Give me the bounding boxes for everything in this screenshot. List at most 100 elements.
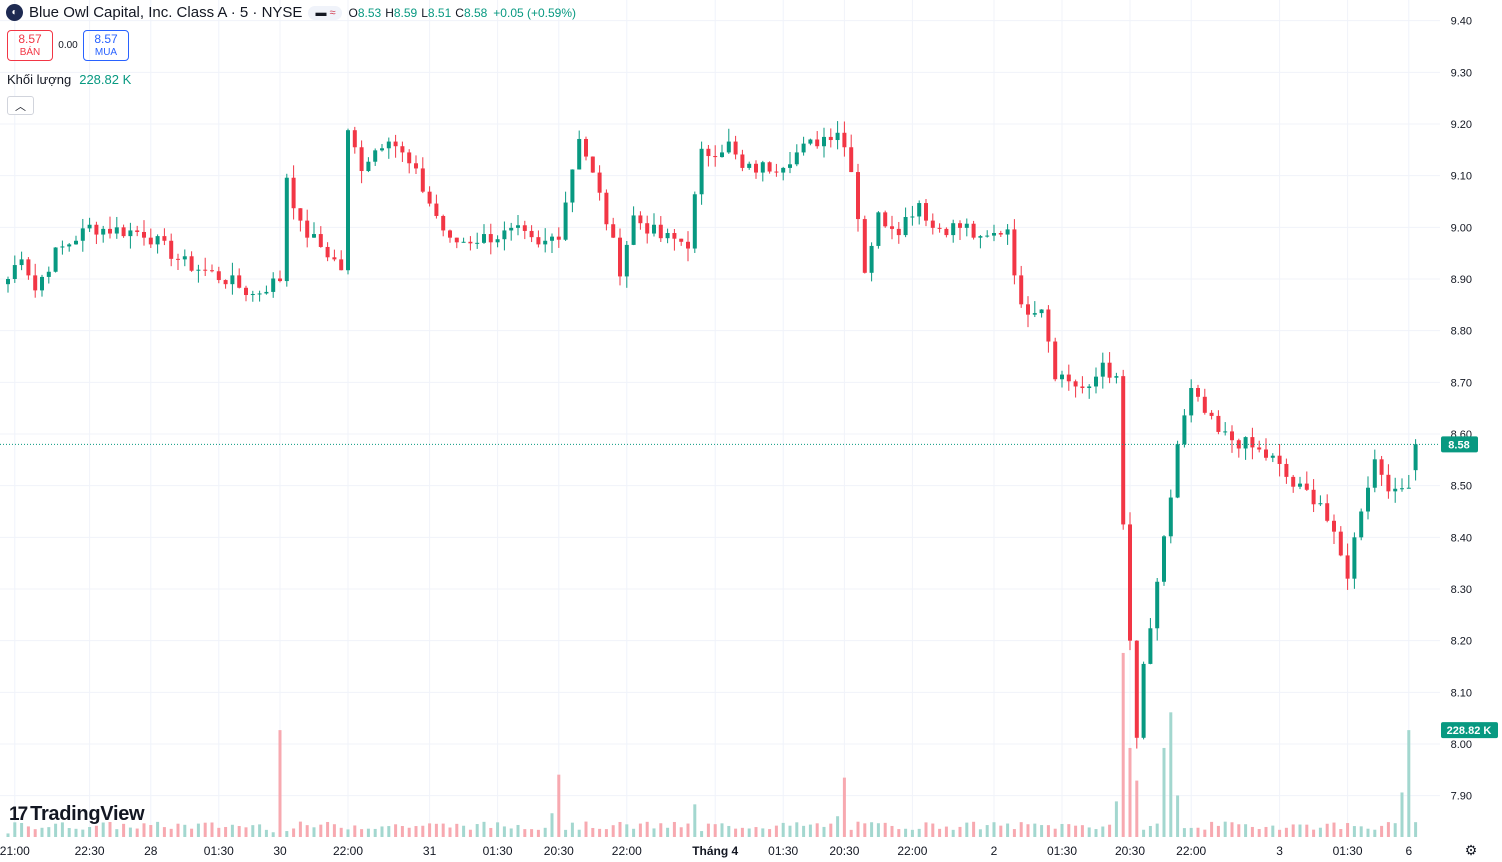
candle-body	[176, 258, 180, 260]
sell-label: BÁN	[19, 46, 41, 58]
candle-body	[645, 223, 650, 234]
volume-bar	[6, 833, 10, 837]
candle-body	[631, 215, 636, 245]
candle-body	[1386, 474, 1391, 492]
volume-bar	[1380, 825, 1384, 837]
symbol-title[interactable]: Blue Owl Capital, Inc. Class A · 5 · NYS…	[29, 4, 303, 21]
volume-bar	[917, 828, 921, 837]
x-tick-label: 22:00	[333, 844, 363, 858]
volume-bar	[1176, 795, 1180, 837]
tradingview-logo[interactable]: 17 TradingView	[9, 803, 145, 826]
volume-bar	[441, 823, 445, 837]
volume-bar	[13, 822, 17, 837]
candle-body	[618, 237, 622, 277]
volume-bar	[598, 828, 602, 837]
volume-bar	[421, 825, 425, 837]
volume-bar	[94, 825, 98, 837]
candle-body	[529, 230, 534, 238]
volume-bar	[713, 824, 717, 837]
candle-body	[815, 139, 820, 147]
volume-bar	[672, 821, 676, 837]
volume-bar	[298, 821, 302, 837]
volume-bar	[128, 827, 132, 837]
candle-body	[692, 194, 697, 249]
volume-legend[interactable]: Khối lượng 228.82 K	[7, 72, 131, 87]
sell-button[interactable]: 8.57 BÁN	[7, 30, 53, 61]
x-tick-label: 20:30	[544, 844, 574, 858]
tag-pill[interactable]: ▬ ≈	[308, 5, 343, 20]
blue-owl-logo-icon[interactable]: ◐	[6, 4, 23, 21]
candle-body	[257, 293, 262, 295]
candle-body	[1345, 555, 1350, 579]
volume-bar	[1053, 828, 1057, 837]
volume-bar	[1121, 652, 1125, 837]
candle-body	[1270, 455, 1275, 458]
x-tick-label: 22:00	[1176, 844, 1206, 858]
high-value: 8.59	[393, 5, 418, 20]
volume-bar	[169, 828, 173, 837]
gear-icon[interactable]: ⚙	[1464, 842, 1478, 858]
candle-body	[441, 215, 446, 231]
candle-body	[1066, 374, 1071, 382]
volume-bar	[292, 828, 296, 837]
candle-body	[1257, 447, 1262, 450]
sell-price: 8.57	[18, 31, 42, 46]
candle-body	[1311, 489, 1316, 505]
volume-bar	[863, 823, 867, 837]
volume-bar	[1196, 827, 1200, 837]
volume-bar	[1189, 827, 1193, 837]
candle-body	[1141, 663, 1146, 738]
collapse-legend-button[interactable]: ︿	[7, 96, 34, 115]
volume-bar	[264, 829, 268, 837]
candle-body	[67, 244, 72, 247]
volume-bar	[40, 827, 44, 837]
volume-bar	[312, 827, 316, 837]
volume-bar	[1332, 822, 1336, 837]
candle-body	[210, 270, 214, 272]
volume-bar	[842, 777, 846, 837]
x-tick-label: 28	[144, 844, 158, 858]
volume-bar	[543, 827, 547, 837]
volume-bar	[666, 827, 670, 837]
candle-body	[155, 236, 160, 245]
candle-body	[482, 234, 486, 243]
candle-body	[182, 256, 187, 260]
volume-bar	[428, 823, 432, 837]
candle-body	[325, 246, 330, 258]
candle-body	[1250, 437, 1255, 448]
grid-lines	[0, 0, 1440, 837]
y-tick-label: 8.10	[1451, 687, 1472, 699]
volume-bar	[1271, 825, 1275, 837]
volume-bar	[1230, 822, 1234, 837]
last-price-badge	[1441, 436, 1478, 453]
y-tick-label: 8.50	[1451, 481, 1472, 493]
candle-body	[522, 225, 527, 231]
candle-body	[114, 227, 119, 234]
volume-bar	[108, 822, 112, 837]
candle-body	[33, 275, 38, 291]
candle-body	[706, 148, 711, 157]
candle-body	[121, 227, 126, 237]
volume-bar	[1094, 829, 1098, 837]
close-label: C	[455, 5, 464, 20]
candle-body	[781, 167, 786, 173]
candle-body	[1325, 503, 1330, 521]
candle-body	[672, 233, 677, 239]
buy-button[interactable]: 8.57 MUA	[83, 30, 129, 61]
volume-bar	[883, 822, 887, 837]
candle-body	[964, 223, 969, 228]
volume-bar	[1148, 825, 1152, 837]
x-tick-label: 2	[991, 844, 998, 858]
candle-body	[87, 224, 92, 229]
approx-icon: ≈	[329, 6, 336, 19]
volume-bar	[407, 827, 411, 837]
candle-body	[128, 230, 133, 237]
candle-body	[108, 228, 112, 234]
spread-value: 0.00	[58, 40, 78, 51]
volume-bar	[584, 821, 588, 837]
candle-body	[1318, 503, 1323, 505]
volume-bar	[557, 774, 561, 837]
volume-bar	[115, 829, 119, 837]
